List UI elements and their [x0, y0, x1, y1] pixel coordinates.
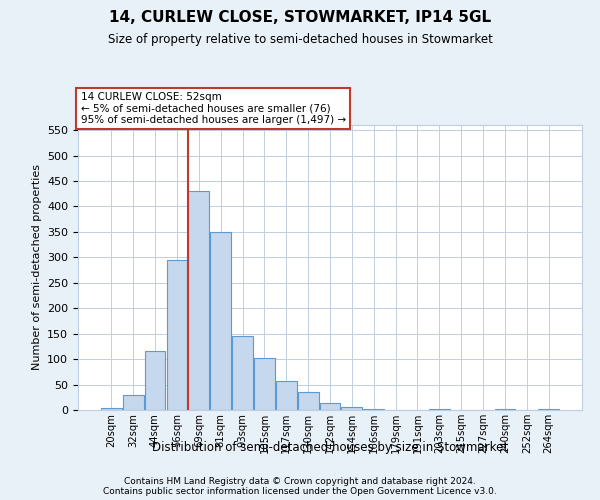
Bar: [254, 358, 275, 410]
Bar: [298, 392, 319, 410]
Bar: [364, 409, 384, 410]
Bar: [123, 394, 143, 410]
Text: Distribution of semi-detached houses by size in Stowmarket: Distribution of semi-detached houses by …: [152, 441, 508, 454]
Bar: [232, 336, 253, 410]
Y-axis label: Number of semi-detached properties: Number of semi-detached properties: [32, 164, 41, 370]
Bar: [276, 381, 296, 410]
Bar: [210, 232, 231, 410]
Text: Size of property relative to semi-detached houses in Stowmarket: Size of property relative to semi-detach…: [107, 32, 493, 46]
Bar: [167, 260, 187, 410]
Text: 14, CURLEW CLOSE, STOWMARKET, IP14 5GL: 14, CURLEW CLOSE, STOWMARKET, IP14 5GL: [109, 10, 491, 25]
Bar: [320, 404, 340, 410]
Text: 14 CURLEW CLOSE: 52sqm
← 5% of semi-detached houses are smaller (76)
95% of semi: 14 CURLEW CLOSE: 52sqm ← 5% of semi-deta…: [80, 92, 346, 125]
Bar: [341, 408, 362, 410]
Bar: [101, 408, 122, 410]
Text: Contains HM Land Registry data © Crown copyright and database right 2024.: Contains HM Land Registry data © Crown c…: [124, 476, 476, 486]
Bar: [188, 191, 209, 410]
Bar: [145, 351, 166, 410]
Text: Contains public sector information licensed under the Open Government Licence v3: Contains public sector information licen…: [103, 488, 497, 496]
